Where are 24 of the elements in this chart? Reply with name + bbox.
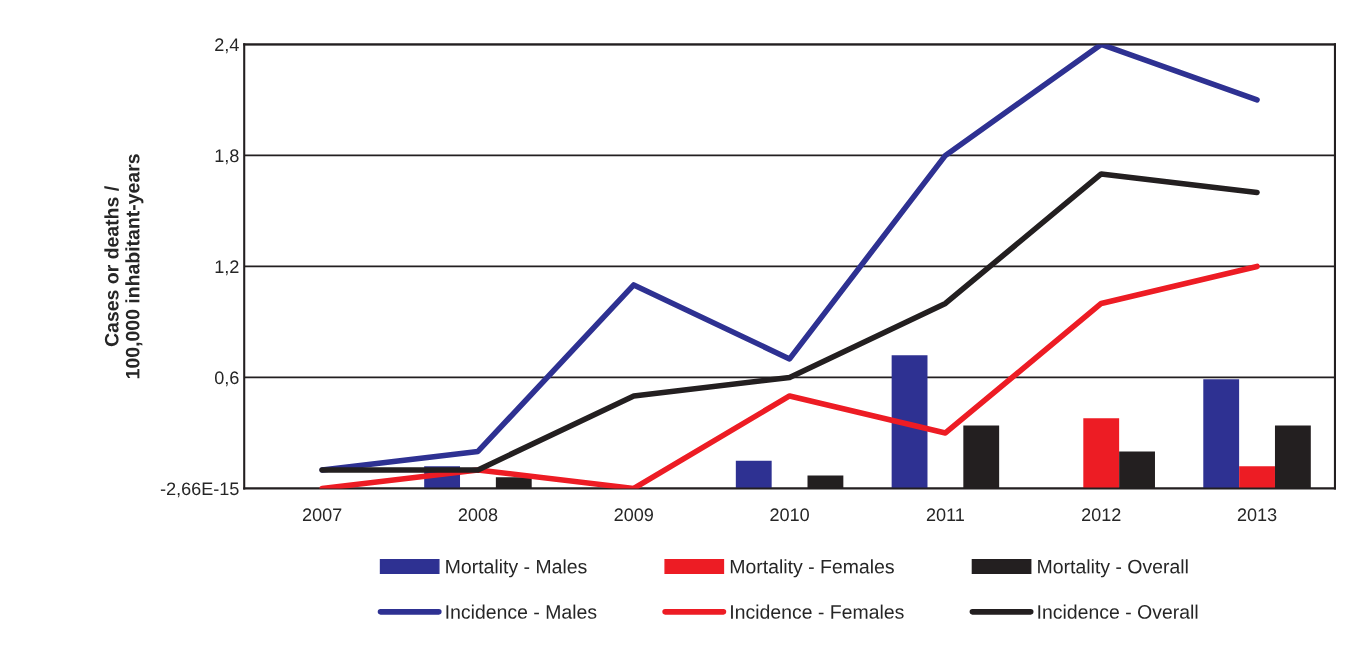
bar bbox=[891, 355, 928, 489]
bar bbox=[735, 460, 772, 489]
legend-label: Mortality - Overall bbox=[1038, 559, 1188, 578]
bar bbox=[1083, 418, 1120, 489]
y-tick-label: 1,8 bbox=[215, 149, 239, 165]
x-tick-label: 2010 bbox=[770, 508, 809, 522]
y-tick-label: 0,6 bbox=[214, 371, 239, 387]
y-tick-label: 2,4 bbox=[215, 38, 239, 54]
x-tick-label: 2009 bbox=[614, 508, 653, 522]
legend-label: Incidence - Females bbox=[731, 604, 904, 619]
x-tick-label: 2011 bbox=[926, 508, 964, 522]
y-tick-label: 1,2 bbox=[215, 260, 239, 276]
legend-label: Incidence - Overall bbox=[1038, 604, 1198, 619]
legend-label: Incidence - Males bbox=[446, 604, 597, 619]
y-axis-title: Cases or deaths / 100,000 inhabitant-years bbox=[104, 154, 144, 379]
x-tick-label: 2007 bbox=[302, 508, 342, 522]
legend-label: Mortality - Males bbox=[446, 559, 587, 578]
bar bbox=[1203, 379, 1240, 489]
legend-label: Mortality - Females bbox=[730, 559, 894, 578]
x-tick-label: 2013 bbox=[1237, 508, 1277, 522]
x-tick-label: 2012 bbox=[1082, 508, 1121, 522]
bar bbox=[1239, 466, 1275, 489]
y-tick-label: -2,66E-15 bbox=[160, 482, 239, 498]
x-tick-label: 2008 bbox=[458, 508, 498, 522]
